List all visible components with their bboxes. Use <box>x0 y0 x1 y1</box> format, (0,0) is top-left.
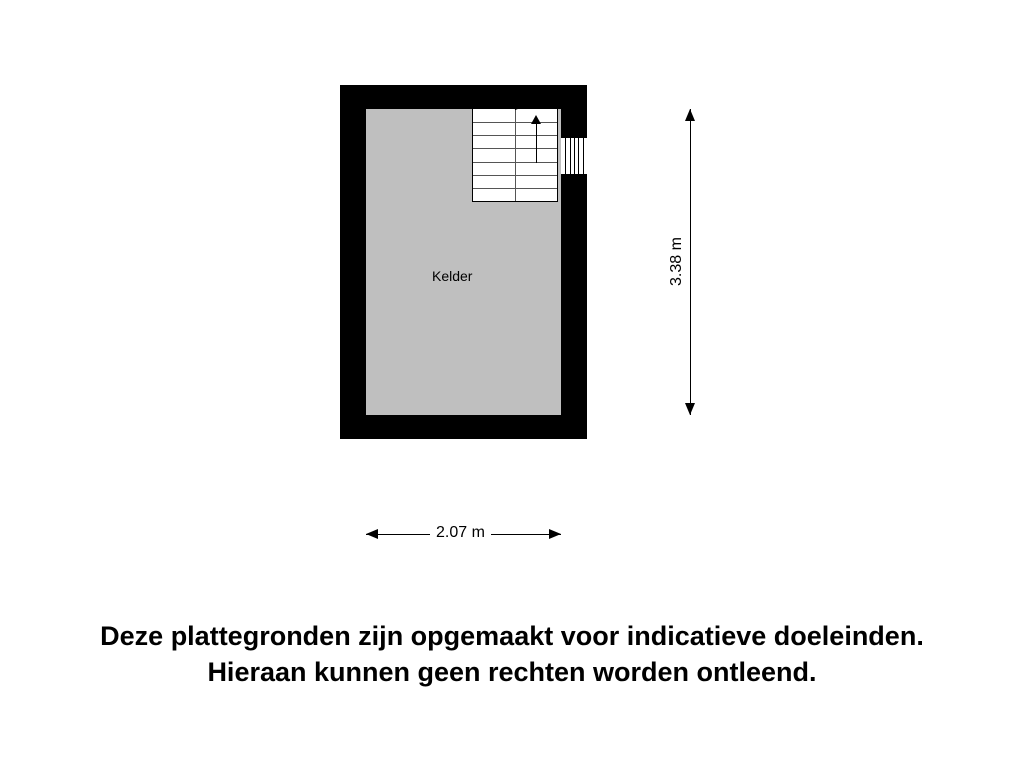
disclaimer-line-2: Hieraan kunnen geen rechten worden ontle… <box>207 657 816 687</box>
wall-niche <box>561 138 587 174</box>
dimension-height-label: 3.38 m <box>668 231 686 292</box>
room-label: Kelder <box>432 268 472 284</box>
disclaimer-line-1: Deze plattegronden zijn opgemaakt voor i… <box>100 621 924 651</box>
dimension-height-arrow-up <box>685 109 695 121</box>
dimension-width-label: 2.07 m <box>430 524 491 542</box>
floorplan-canvas: Kelder 2.07 m 3.38 m Deze plattegronden … <box>0 0 1024 768</box>
dimension-height-arrow-down <box>685 403 695 415</box>
disclaimer-text: Deze plattegronden zijn opgemaakt voor i… <box>0 618 1024 691</box>
dimension-height-line <box>690 109 691 415</box>
dimension-width-arrow-right <box>549 529 561 539</box>
dimension-width-arrow-left <box>366 529 378 539</box>
stairs <box>472 109 558 202</box>
